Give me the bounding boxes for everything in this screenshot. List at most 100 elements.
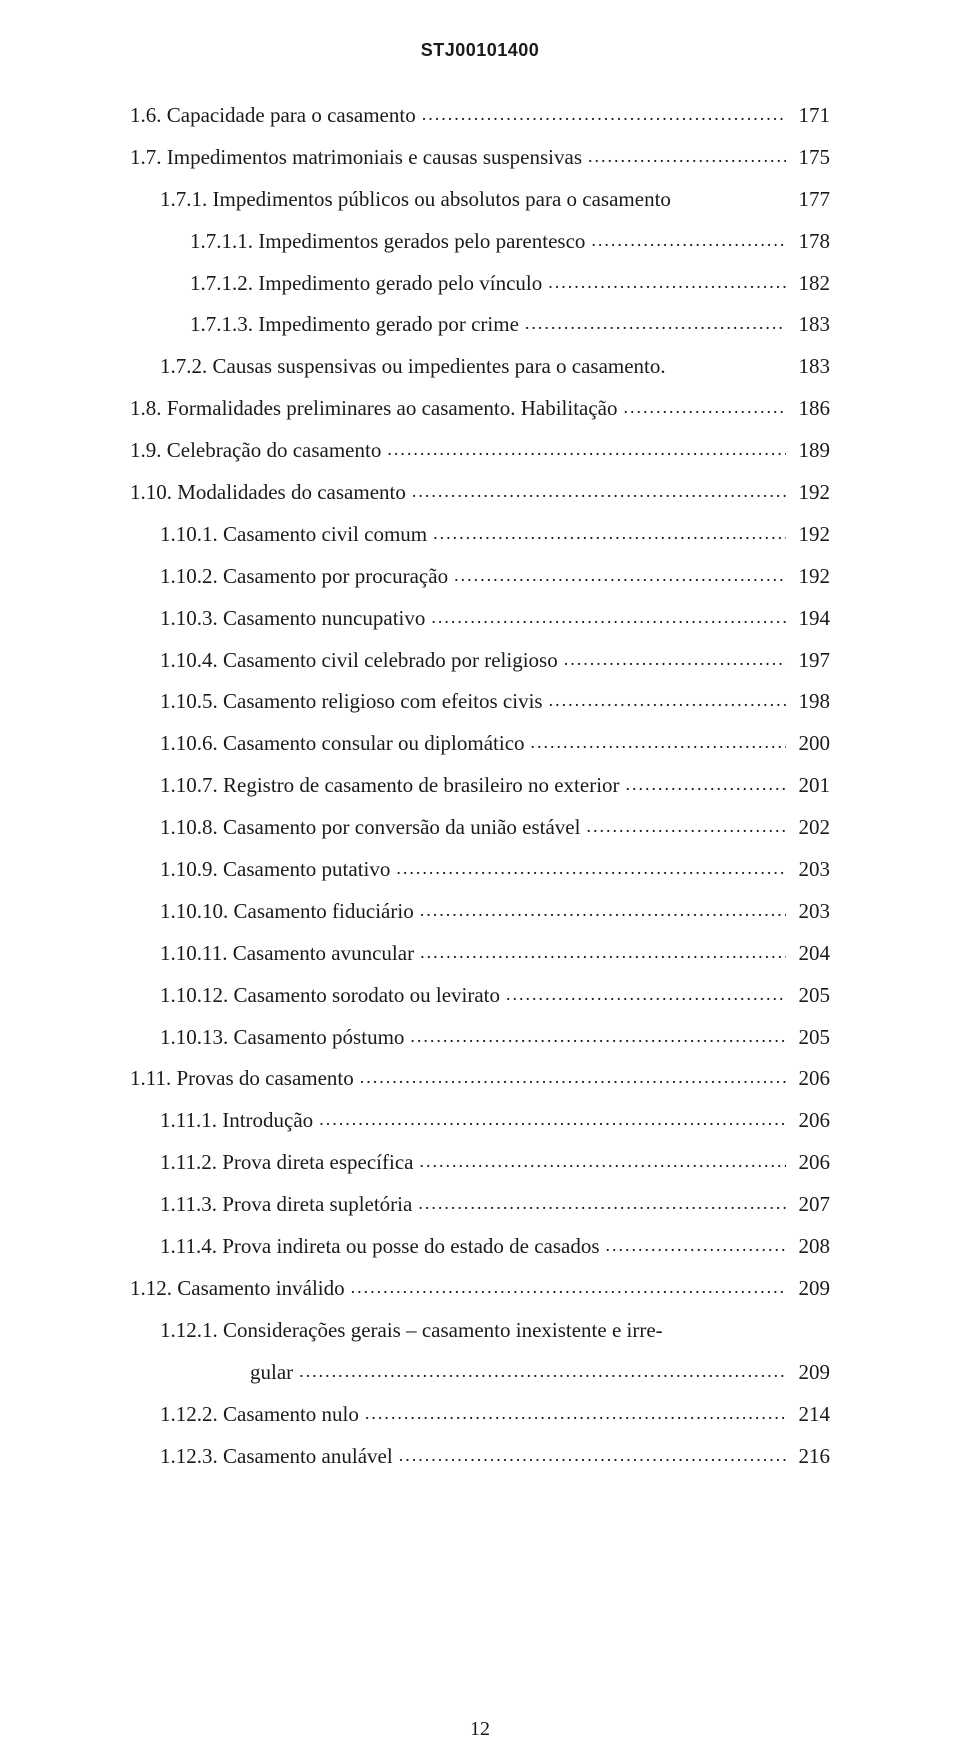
- toc-entry-page: 198: [786, 682, 830, 722]
- toc-entry-label: 1.9. Celebração do casamento: [130, 431, 381, 471]
- document-header-code: STJ00101400: [130, 40, 830, 61]
- toc-entry-page: 178: [786, 222, 830, 262]
- toc-entry-page: 205: [786, 976, 830, 1016]
- toc-entry-page: 197: [786, 641, 830, 681]
- toc-leader-dots: ........................................…: [448, 558, 786, 592]
- toc-entry-label: 1.10.7. Registro de casamento de brasile…: [130, 766, 620, 806]
- toc-entry-label: 1.10.9. Casamento putativo: [130, 850, 390, 890]
- toc-entry-page: 214: [786, 1395, 830, 1435]
- toc-entry-page: 216: [786, 1437, 830, 1477]
- toc-leader-dots: ........................................…: [416, 97, 786, 131]
- toc-row: 1.10.5. Casamento religioso com efeitos …: [130, 682, 830, 722]
- toc-entry-label: 1.7.1.1. Impedimentos gerados pelo paren…: [130, 222, 585, 262]
- toc-entry-label: 1.12.1. Considerações gerais – casamento…: [130, 1311, 663, 1351]
- toc-entry-page: 203: [786, 892, 830, 932]
- toc-entry-page: 206: [786, 1143, 830, 1183]
- toc-row: 1.7.1.1. Impedimentos gerados pelo paren…: [130, 222, 830, 262]
- toc-entry-page: 206: [786, 1059, 830, 1099]
- toc-leader-dots: ........................................…: [354, 1060, 786, 1094]
- toc-entry-label: 1.7.1.2. Impedimento gerado pelo vínculo: [130, 264, 542, 304]
- toc-entry-label: 1.7.1.3. Impedimento gerado por crime: [130, 305, 519, 345]
- toc-entry-page: 201: [786, 766, 830, 806]
- toc-leader-dots: ........................................…: [580, 809, 786, 843]
- toc-leader-dots: ........................................…: [414, 893, 786, 927]
- toc-entry-page: 208: [786, 1227, 830, 1267]
- toc-leader-dots: ........................................…: [293, 1354, 786, 1388]
- toc-row: 1.11.4. Prova indireta ou posse do estad…: [130, 1227, 830, 1267]
- toc-entry-page: 205: [786, 1018, 830, 1058]
- toc-leader-dots: ........................................…: [404, 1019, 786, 1053]
- toc-entry-page: 175: [786, 138, 830, 178]
- toc-entry-page: 192: [786, 473, 830, 513]
- toc-row: 1.10.9. Casamento putativo..............…: [130, 850, 830, 890]
- toc-row: 1.11. Provas do casamento...............…: [130, 1059, 830, 1099]
- toc-leader-dots: ........................................…: [413, 1144, 786, 1178]
- toc-leader-dots: ........................................…: [582, 139, 786, 173]
- toc-entry-label: 1.10.4. Casamento civil celebrado por re…: [130, 641, 558, 681]
- toc-row: 1.7. Impedimentos matrimoniais e causas …: [130, 138, 830, 178]
- toc-leader-dots: ........................................…: [390, 851, 786, 885]
- toc-leader-dots: ........................................…: [618, 390, 786, 424]
- toc-row: 1.10.1. Casamento civil comum...........…: [130, 515, 830, 555]
- toc-leader-dots: ........................................…: [600, 1228, 786, 1262]
- toc-entry-label: 1.10.12. Casamento sorodato ou levirato: [130, 976, 500, 1016]
- toc-leader-dots: ........................................…: [381, 432, 786, 466]
- toc-row: 1.12.3. Casamento anulável..............…: [130, 1437, 830, 1477]
- toc-entry-label: 1.7.1. Impedimentos públicos ou absoluto…: [130, 180, 671, 220]
- toc-leader-dots: ........................................…: [519, 306, 786, 340]
- toc-leader-dots: ........................................…: [412, 1186, 786, 1220]
- toc-entry-label: 1.6. Capacidade para o casamento: [130, 96, 416, 136]
- toc-row: 1.12.2. Casamento nulo..................…: [130, 1395, 830, 1435]
- toc-entry-label: 1.7. Impedimentos matrimoniais e causas …: [130, 138, 582, 178]
- toc-leader-dots: ........................................…: [558, 642, 786, 676]
- toc-leader-dots: ........................................…: [414, 935, 786, 969]
- toc-entry-label: 1.10.6. Casamento consular ou diplomátic…: [130, 724, 525, 764]
- toc-row: 1.7.1.2. Impedimento gerado pelo vínculo…: [130, 264, 830, 304]
- toc-row: 1.6. Capacidade para o casamento........…: [130, 96, 830, 136]
- toc-entry-label: 1.11. Provas do casamento: [130, 1059, 354, 1099]
- toc-entry-label: 1.10.10. Casamento fiduciário: [130, 892, 414, 932]
- toc-entry-page: 192: [786, 557, 830, 597]
- toc-row: 1.12.1. Considerações gerais – casamento…: [130, 1311, 830, 1351]
- toc-row: 1.11.3. Prova direta supletória.........…: [130, 1185, 830, 1225]
- toc-entry-label: 1.10.5. Casamento religioso com efeitos …: [130, 682, 543, 722]
- toc-entry-label: 1.11.4. Prova indireta ou posse do estad…: [130, 1227, 600, 1267]
- toc-entry-page: 189: [786, 431, 830, 471]
- toc-row: 1.10.12. Casamento sorodato ou levirato.…: [130, 976, 830, 1016]
- toc-entry-label: 1.10.11. Casamento avuncular: [130, 934, 414, 974]
- toc-leader-dots: ........................................…: [525, 725, 786, 759]
- toc-row: 1.10.3. Casamento nuncupativo...........…: [130, 599, 830, 639]
- toc-row: 1.7.1. Impedimentos públicos ou absoluto…: [130, 180, 830, 220]
- toc-entry-page: 207: [786, 1185, 830, 1225]
- toc-entry-label: 1.12.2. Casamento nulo: [130, 1395, 359, 1435]
- toc-row: gular...................................…: [130, 1353, 830, 1393]
- toc-entry-page: 203: [786, 850, 830, 890]
- toc-entry-label: 1.10.1. Casamento civil comum: [130, 515, 427, 555]
- toc-entry-page: 182: [786, 264, 830, 304]
- toc-entry-label: 1.10.3. Casamento nuncupativo: [130, 599, 425, 639]
- toc-leader-dots: ........................................…: [425, 600, 786, 634]
- toc-row: 1.7.1.3. Impedimento gerado por crime...…: [130, 305, 830, 345]
- toc-entry-label: 1.10. Modalidades do casamento: [130, 473, 406, 513]
- toc-entry-page: 192: [786, 515, 830, 555]
- toc-leader-dots: ........................................…: [393, 1438, 786, 1472]
- toc-entry-page: 204: [786, 934, 830, 974]
- toc-leader-dots: ........................................…: [543, 683, 786, 717]
- toc-row: 1.10.2. Casamento por procuração........…: [130, 557, 830, 597]
- toc-entry-page: 171: [786, 96, 830, 136]
- toc-entry-page: 186: [786, 389, 830, 429]
- toc-entry-page: 183: [786, 305, 830, 345]
- toc-entry-page: 206: [786, 1101, 830, 1141]
- footer-page-number: 12: [470, 1718, 490, 1741]
- toc-entry-label: 1.10.8. Casamento por conversão da união…: [130, 808, 580, 848]
- toc-entry-label: 1.8. Formalidades preliminares ao casame…: [130, 389, 618, 429]
- toc-entry-label: gular: [130, 1353, 293, 1393]
- toc-row: 1.12. Casamento inválido................…: [130, 1269, 830, 1309]
- toc-row: 1.8. Formalidades preliminares ao casame…: [130, 389, 830, 429]
- toc-leader-dots: ........................................…: [500, 977, 786, 1011]
- toc-row: 1.10.8. Casamento por conversão da união…: [130, 808, 830, 848]
- toc-entry-page: 209: [786, 1269, 830, 1309]
- toc-entry-page: 177: [786, 180, 830, 220]
- toc-leader-dots: ........................................…: [406, 474, 786, 508]
- toc-entry-page: 202: [786, 808, 830, 848]
